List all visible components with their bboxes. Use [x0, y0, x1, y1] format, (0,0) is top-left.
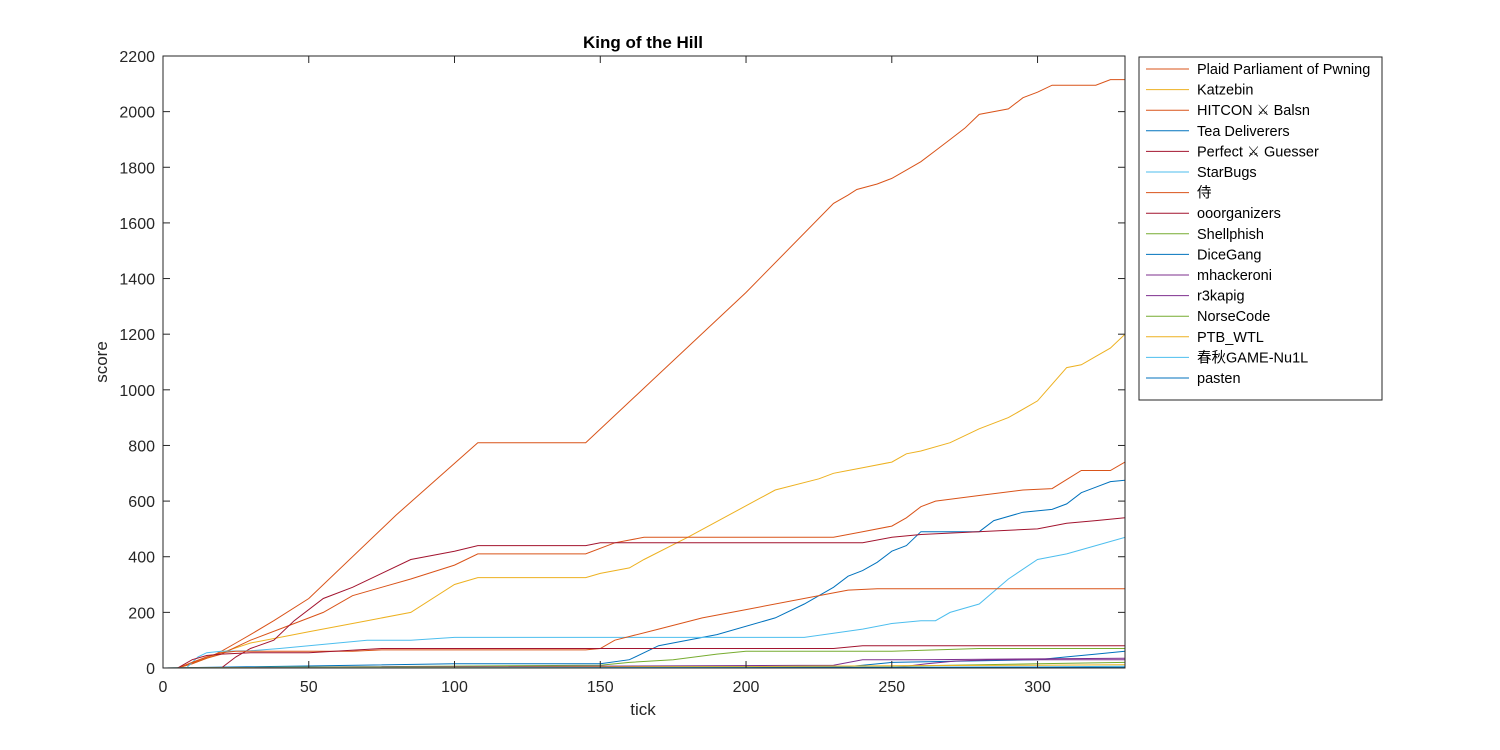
series-line-11	[163, 659, 1125, 668]
legend-box	[1138, 56, 1383, 401]
chart-title: King of the Hill	[583, 33, 703, 52]
legend-entry-7: ooorganizers	[1197, 206, 1281, 222]
y-tick-label: 600	[128, 494, 155, 511]
x-tick-label: 250	[878, 679, 905, 696]
series-line-0	[177, 79, 1125, 668]
series-line-3	[163, 479, 1125, 668]
legend-entry-0: Plaid Parliament of Pwning	[1197, 62, 1370, 78]
y-tick-label: 200	[128, 605, 155, 622]
series-line-4	[220, 517, 1125, 668]
legend-entry-14: 春秋GAME-Nu1L	[1197, 349, 1308, 366]
series-line-1	[177, 333, 1125, 668]
legend-entry-2: HITCON ⚔ Balsn	[1197, 103, 1310, 119]
legend-entry-3: Tea Deliverers	[1197, 124, 1290, 140]
plot-frame	[162, 55, 1126, 669]
y-tick-label: 400	[128, 550, 155, 567]
y-tick-label: 2000	[119, 105, 155, 122]
legend-entry-1: Katzebin	[1197, 83, 1253, 99]
legend: Plaid Parliament of Pwning Katzebin HITCON…	[1138, 56, 1383, 401]
x-tick-label: 300	[1024, 679, 1051, 696]
x-tick-label: 50	[300, 679, 318, 696]
y-tick-label: 0	[146, 661, 155, 678]
legend-entry-4: Perfect ⚔ Guesser	[1197, 144, 1319, 160]
y-tick-label: 1800	[119, 160, 155, 177]
legend-entry-10: mhackeroni	[1197, 268, 1272, 284]
legend-entry-11: r3kapig	[1197, 289, 1245, 305]
y-tick-label: 1200	[119, 327, 155, 344]
y-tick-label: 1400	[119, 272, 155, 289]
legend-entry-5: StarBugs	[1197, 165, 1257, 181]
x-tick-label: 200	[733, 679, 760, 696]
x-axis: 0 50 100 150 200 250 300	[159, 56, 1051, 696]
legend-entry-8: Shellphish	[1197, 227, 1264, 243]
y-tick-label: 1600	[119, 216, 155, 233]
legend-entry-12: NorseCode	[1197, 309, 1270, 325]
series-line-8	[163, 648, 1125, 668]
y-axis-label: score	[92, 341, 111, 383]
series-line-10	[163, 657, 1125, 668]
legend-entry-13: PTB_WTL	[1197, 330, 1264, 346]
legend-entry-9: DiceGang	[1197, 247, 1261, 263]
x-tick-label: 0	[159, 679, 168, 696]
y-axis: 0 200 400 600 800 1000 1200 1400 1600 1800 2000 220…	[119, 49, 1125, 678]
series-line-7	[177, 645, 1125, 668]
legend-entry-6: 侍	[1197, 185, 1212, 202]
x-axis-label: tick	[630, 700, 656, 719]
x-tick-label: 150	[587, 679, 614, 696]
legend-entry-15: pasten	[1197, 371, 1241, 387]
y-tick-label: 800	[128, 438, 155, 455]
plot-area	[163, 56, 1125, 668]
y-tick-label: 1000	[119, 383, 155, 400]
y-tick-label: 2200	[119, 49, 155, 66]
x-tick-label: 100	[441, 679, 468, 696]
series-line-6	[177, 588, 1125, 668]
